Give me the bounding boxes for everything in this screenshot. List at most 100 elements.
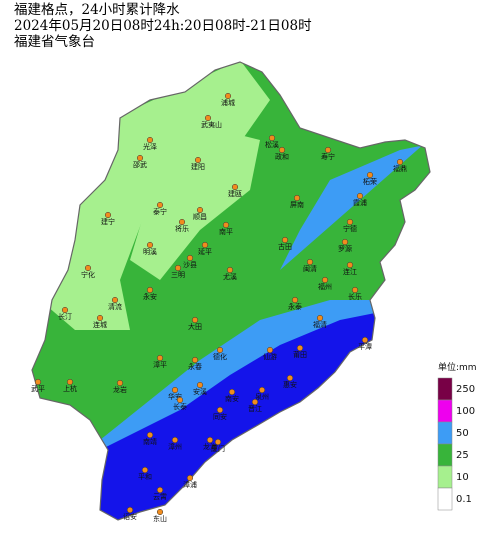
city-dot	[111, 296, 119, 304]
city-dot	[191, 356, 199, 364]
city-label: 将乐	[175, 224, 189, 233]
legend-swatch	[437, 487, 453, 511]
city-dot	[136, 154, 144, 162]
city-dot	[321, 276, 329, 284]
city-dot	[104, 211, 112, 219]
city-dot	[126, 506, 134, 514]
city-label: 南靖	[143, 437, 157, 446]
city-dot	[324, 146, 332, 154]
legend-swatch	[437, 377, 453, 401]
city-label: 泰宁	[153, 207, 167, 216]
city-dot	[116, 379, 124, 387]
city-label: 顺昌	[193, 213, 207, 221]
city-label: 建宁	[101, 217, 115, 226]
city-label: 安溪	[193, 387, 207, 396]
city-label: 三明	[171, 271, 185, 279]
legend-label: 100	[456, 406, 475, 417]
city-label: 武夷山	[201, 120, 222, 129]
city-label: 宁德	[343, 224, 357, 233]
city-dot	[141, 466, 149, 474]
city-dot	[146, 136, 154, 144]
city-label: 龙海	[203, 442, 217, 451]
city-label: 浦城	[221, 98, 235, 107]
city-label: 尤溪	[223, 272, 237, 281]
map-title: 福建格点，24小时累计降水 2024年05月20日08时24h:20日08时-2…	[14, 2, 312, 50]
city-dot	[346, 218, 354, 226]
city-label: 光泽	[143, 142, 157, 151]
city-dot	[146, 241, 154, 249]
city-label: 泉州	[255, 392, 269, 401]
city-dot	[351, 286, 359, 294]
city-dot	[156, 354, 164, 362]
city-label: 德化	[213, 352, 227, 361]
city-dot	[156, 201, 164, 209]
city-dot	[206, 436, 214, 444]
city-label: 南平	[219, 227, 233, 236]
legend-label: 50	[456, 428, 469, 439]
city-dot	[156, 508, 164, 516]
city-label: 莆田	[293, 350, 307, 359]
city-label: 福清	[313, 320, 327, 329]
city-dot	[286, 374, 294, 382]
city-dot	[194, 156, 202, 164]
legend-label: 25	[456, 450, 469, 461]
city-dot	[146, 286, 154, 294]
city-label: 东山	[153, 514, 167, 523]
legend-unit: 单位:mm	[438, 361, 477, 373]
city-label: 福鼎	[393, 164, 407, 173]
city-label: 连江	[343, 267, 357, 276]
city-dot	[291, 296, 299, 304]
title-line: 福建省气象台	[14, 34, 95, 50]
legend-swatch	[437, 465, 453, 489]
city-dot	[176, 396, 184, 404]
city-label: 同安	[213, 412, 227, 421]
city-dot	[214, 438, 222, 446]
city-dot	[224, 92, 232, 100]
city-label: 云霄	[153, 493, 167, 501]
legend: 单位:mm 250 100 50 25 10 0.1	[437, 361, 477, 511]
city-label: 霞浦	[353, 198, 367, 207]
city-dot	[228, 388, 236, 396]
city-label: 沙县	[183, 261, 197, 269]
city-dot	[204, 114, 212, 122]
city-label: 建阳	[191, 162, 205, 171]
city-dot	[356, 192, 364, 200]
city-label: 寿宁	[321, 152, 335, 161]
city-dot	[156, 486, 164, 494]
city-label: 建瓯	[228, 189, 242, 198]
title-line: 福建格点，24小时累计降水	[14, 2, 180, 18]
city-label: 龙岩	[113, 385, 127, 394]
title-line: 2024年05月20日08时24h:20日08时-21日08时	[14, 18, 312, 34]
city-label: 福州	[318, 282, 332, 291]
city-dot	[201, 241, 209, 249]
city-label: 大田	[188, 322, 202, 331]
legend-swatch	[437, 399, 453, 423]
city-dot	[226, 266, 234, 274]
city-dot	[251, 398, 259, 406]
city-label: 宁化	[81, 270, 95, 279]
city-dot	[396, 158, 404, 166]
city-label: 漳浦	[183, 480, 197, 489]
city-dot	[278, 146, 286, 154]
city-dot	[174, 264, 182, 272]
city-label: 漳州	[168, 442, 182, 451]
city-label: 连城	[93, 320, 107, 329]
city-dot	[216, 346, 224, 354]
city-dot	[196, 206, 204, 214]
city-label: 古田	[278, 242, 292, 251]
city-dot	[222, 221, 230, 229]
city-label: 延平	[198, 247, 212, 256]
city-label: 屏南	[290, 200, 304, 209]
city-dot	[346, 261, 354, 269]
city-dot	[186, 254, 194, 262]
city-label: 上杭	[63, 384, 77, 393]
city-dot	[306, 258, 314, 266]
city-label: 政和	[275, 152, 289, 161]
city-label: 长泰	[173, 402, 187, 411]
city-dot	[361, 336, 369, 344]
city-dot	[296, 344, 304, 352]
legend-swatch	[437, 421, 453, 445]
city-label: 厦门	[211, 444, 225, 453]
